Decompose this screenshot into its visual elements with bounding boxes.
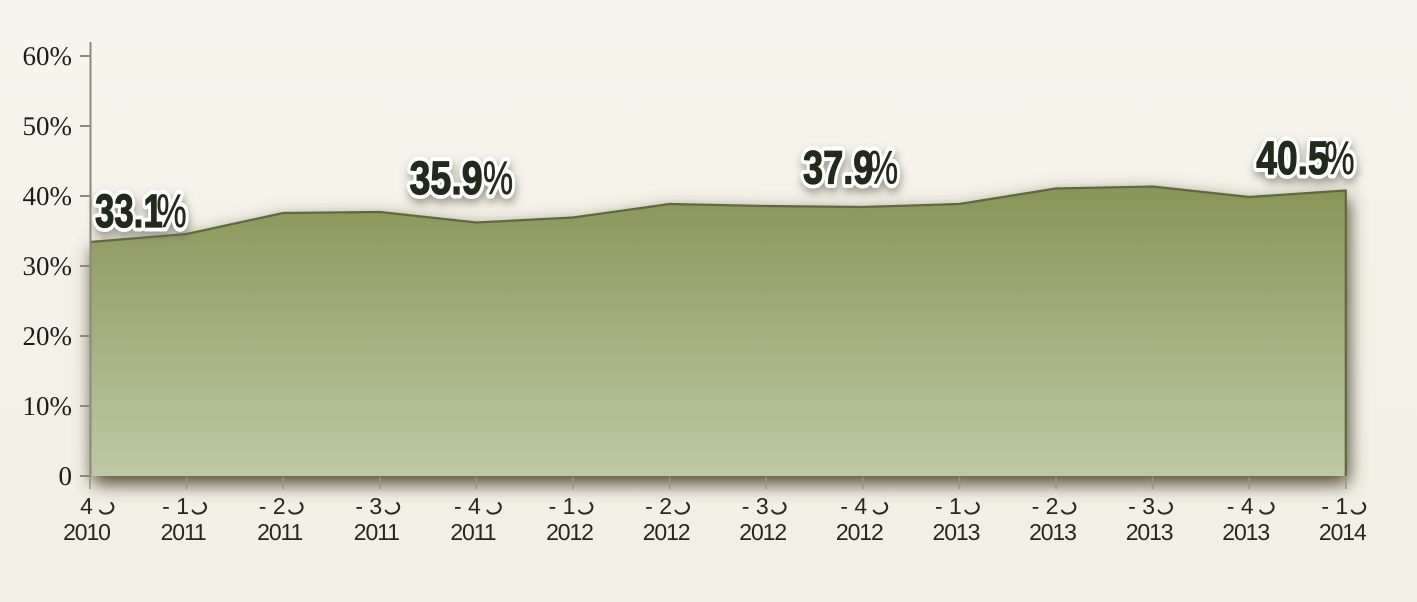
svg-text:60%: 60% [23,41,73,71]
svg-text:2011: 2011 [450,519,495,545]
svg-text:2013: 2013 [933,519,980,545]
svg-text:- 2: - 2 [259,493,286,519]
svg-text:2013: 2013 [1222,519,1269,545]
svg-text:- 3: - 3 [355,493,382,519]
svg-text:- 2: - 2 [645,493,672,519]
svg-text:- 4: - 4 [1227,493,1254,519]
svg-text:- 3: - 3 [1128,493,1155,519]
svg-text:33.1: 33.1 [95,184,163,237]
svg-text:2014: 2014 [1319,519,1367,545]
svg-text:- 1: - 1 [1321,493,1348,519]
svg-text:2013: 2013 [1126,519,1173,545]
svg-text:2011: 2011 [354,519,399,545]
svg-text:- 4: - 4 [454,493,481,519]
svg-text:33.1: 33.1 [95,184,163,237]
svg-text:2011: 2011 [161,519,206,545]
svg-text:%: % [868,141,898,194]
svg-text:%: % [483,151,513,204]
svg-text:30%: 30% [23,251,73,281]
svg-text:%: % [157,184,187,237]
svg-text:- 1: - 1 [162,493,189,519]
svg-text:%: % [157,184,187,237]
svg-text:- 3: - 3 [742,493,769,519]
svg-text:37.9: 37.9 [803,141,873,194]
svg-text:10%: 10% [23,391,73,421]
svg-text:- 4: - 4 [840,493,867,519]
svg-text:2012: 2012 [739,519,786,545]
svg-text:40.5: 40.5 [1256,131,1328,184]
svg-text:2012: 2012 [836,519,883,545]
svg-text:35.9: 35.9 [410,151,483,204]
svg-text:50%: 50% [23,111,73,141]
svg-text:- 1: - 1 [549,493,576,519]
svg-text:- 2: - 2 [1032,493,1059,519]
svg-text:0: 0 [59,461,73,491]
svg-text:20%: 20% [23,321,73,351]
svg-text:37.9: 37.9 [803,141,873,194]
svg-text:35.9: 35.9 [410,151,483,204]
svg-text:%: % [1325,131,1355,184]
svg-text:2011: 2011 [257,519,302,545]
svg-text:2012: 2012 [643,519,690,545]
svg-text:40%: 40% [23,181,73,211]
svg-text:%: % [868,141,898,194]
svg-text:- 1: - 1 [935,493,962,519]
svg-text:%: % [483,151,513,204]
svg-text:2012: 2012 [546,519,593,545]
svg-text:2013: 2013 [1029,519,1076,545]
svg-text:4: 4 [80,493,93,519]
svg-text:%: % [1325,131,1355,184]
svg-text:2010: 2010 [63,519,110,545]
svg-text:40.5: 40.5 [1256,131,1328,184]
